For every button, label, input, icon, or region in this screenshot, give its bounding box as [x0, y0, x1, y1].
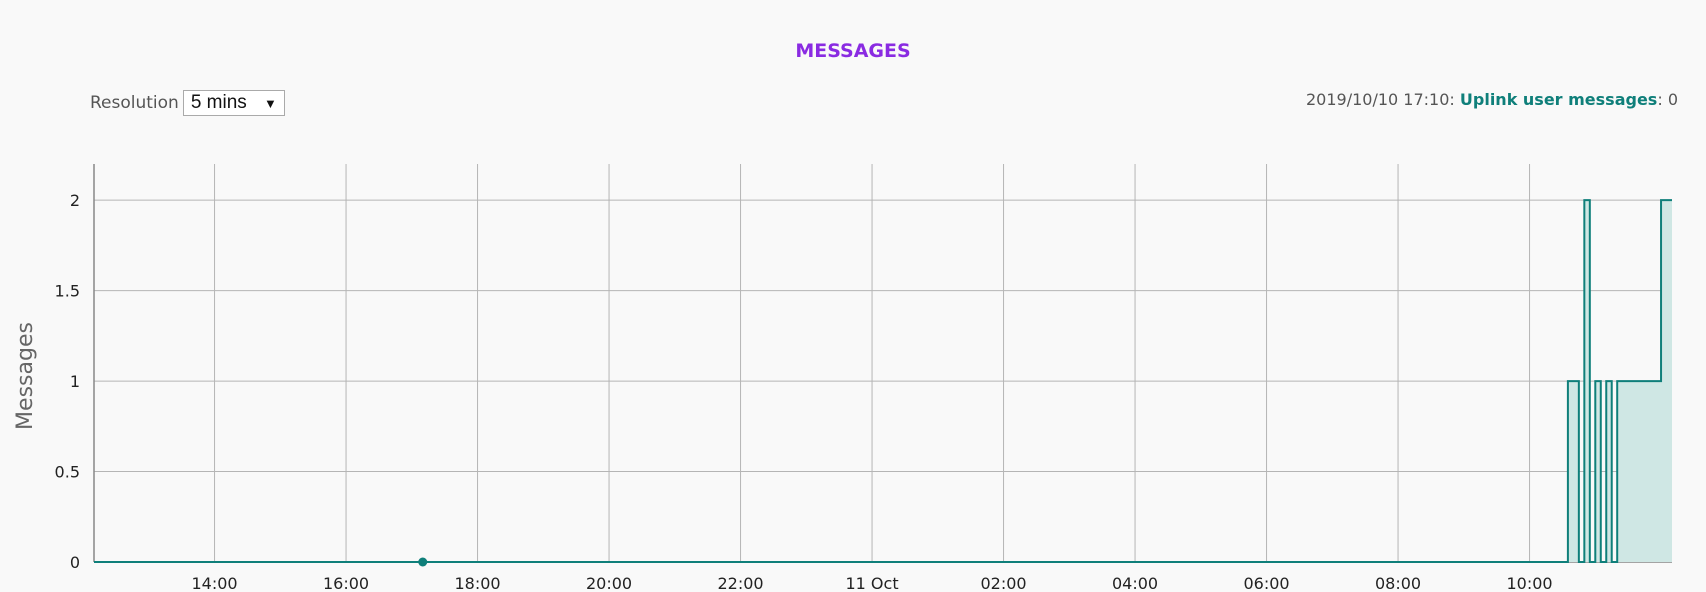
resolution-control: Resolution 5 mins ▼ — [90, 90, 285, 116]
x-tick-label: 02:00 — [980, 574, 1026, 592]
hover-marker — [418, 557, 428, 567]
x-tick-label: 08:00 — [1375, 574, 1421, 592]
y-tick-label: 1.5 — [55, 282, 80, 301]
y-tick-label: 0.5 — [55, 463, 80, 482]
x-tick-label: 04:00 — [1112, 574, 1158, 592]
readout-value: 0 — [1667, 90, 1678, 109]
chart-title: MESSAGES — [795, 40, 911, 62]
readout-timestamp: 2019/10/10 17:10: — [1305, 90, 1455, 109]
hover-readout: 2019/10/10 17:10: Uplink user messages: … — [1306, 90, 1678, 109]
resolution-value: 5 mins — [190, 92, 247, 113]
y-axis-label: Messages — [13, 322, 38, 430]
x-tick-label: 06:00 — [1243, 574, 1289, 592]
x-tick-label: 11 Oct — [845, 574, 898, 592]
y-tick-label: 1 — [70, 372, 80, 391]
y-tick-label: 2 — [70, 191, 80, 210]
readout-series-label: Uplink user messages — [1459, 90, 1658, 109]
x-tick-label: 14:00 — [191, 574, 237, 592]
x-tick-label: 22:00 — [717, 574, 763, 592]
x-tick-label: 20:00 — [586, 574, 632, 592]
x-tick-label: 16:00 — [323, 574, 369, 592]
series-line — [94, 199, 1672, 563]
resolution-select[interactable]: 5 mins ▼ — [182, 90, 285, 116]
x-tick-label: 18:00 — [454, 574, 500, 592]
chevron-down-icon: ▼ — [263, 95, 277, 111]
readout-separator: : — [1657, 90, 1663, 109]
x-tick-label: 10:00 — [1506, 574, 1552, 592]
resolution-label: Resolution — [90, 93, 179, 113]
y-tick-label: 0 — [70, 553, 80, 572]
